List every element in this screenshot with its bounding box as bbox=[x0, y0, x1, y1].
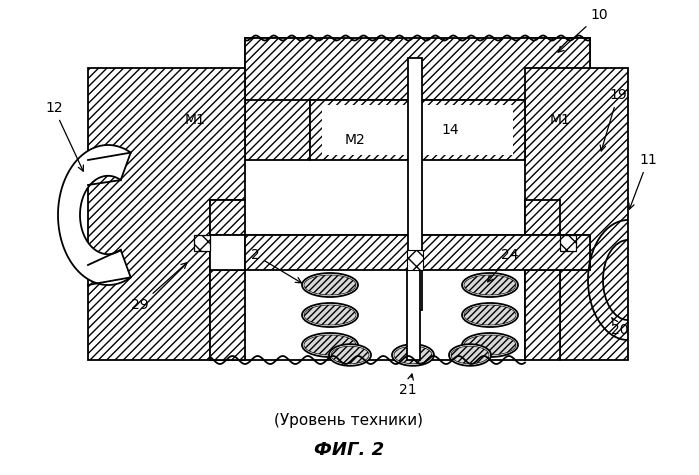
Polygon shape bbox=[210, 270, 245, 360]
Polygon shape bbox=[525, 200, 560, 235]
Ellipse shape bbox=[302, 303, 358, 327]
Text: 20: 20 bbox=[611, 318, 628, 337]
Polygon shape bbox=[408, 58, 422, 310]
Text: (Уровень техники): (Уровень техники) bbox=[275, 412, 424, 428]
Polygon shape bbox=[560, 235, 590, 270]
Ellipse shape bbox=[392, 344, 434, 366]
Polygon shape bbox=[58, 145, 131, 285]
Polygon shape bbox=[525, 270, 560, 360]
Text: 29: 29 bbox=[131, 263, 187, 312]
Ellipse shape bbox=[329, 344, 371, 366]
Text: 21: 21 bbox=[399, 374, 417, 397]
Polygon shape bbox=[88, 68, 245, 360]
Text: M2: M2 bbox=[345, 133, 366, 147]
Ellipse shape bbox=[464, 335, 516, 355]
Text: M1: M1 bbox=[549, 113, 570, 127]
Ellipse shape bbox=[304, 335, 356, 355]
Ellipse shape bbox=[394, 346, 432, 364]
Text: 2: 2 bbox=[251, 248, 301, 283]
Text: 24: 24 bbox=[488, 248, 519, 282]
Ellipse shape bbox=[462, 273, 518, 297]
Ellipse shape bbox=[302, 333, 358, 357]
Text: 12: 12 bbox=[45, 101, 83, 171]
Polygon shape bbox=[210, 235, 525, 360]
Text: 14: 14 bbox=[441, 123, 459, 137]
Polygon shape bbox=[194, 235, 210, 251]
Polygon shape bbox=[245, 235, 590, 270]
Polygon shape bbox=[245, 38, 590, 100]
Ellipse shape bbox=[449, 344, 491, 366]
Text: 11: 11 bbox=[629, 153, 657, 209]
Text: 19: 19 bbox=[600, 88, 627, 151]
Ellipse shape bbox=[304, 275, 356, 295]
Text: M1: M1 bbox=[185, 113, 206, 127]
Ellipse shape bbox=[331, 346, 369, 364]
Ellipse shape bbox=[464, 305, 516, 325]
Polygon shape bbox=[322, 105, 513, 155]
Polygon shape bbox=[310, 100, 525, 160]
Polygon shape bbox=[210, 200, 245, 235]
Ellipse shape bbox=[462, 333, 518, 357]
Text: 10: 10 bbox=[558, 8, 607, 52]
Polygon shape bbox=[525, 38, 590, 160]
Polygon shape bbox=[407, 250, 423, 270]
Polygon shape bbox=[407, 270, 420, 360]
Ellipse shape bbox=[462, 303, 518, 327]
Ellipse shape bbox=[302, 273, 358, 297]
Text: ФИГ. 2: ФИГ. 2 bbox=[314, 441, 384, 459]
Ellipse shape bbox=[451, 346, 489, 364]
Polygon shape bbox=[525, 68, 628, 360]
Ellipse shape bbox=[464, 275, 516, 295]
Polygon shape bbox=[245, 38, 310, 160]
Ellipse shape bbox=[304, 305, 356, 325]
Polygon shape bbox=[560, 235, 576, 251]
Polygon shape bbox=[210, 235, 245, 270]
